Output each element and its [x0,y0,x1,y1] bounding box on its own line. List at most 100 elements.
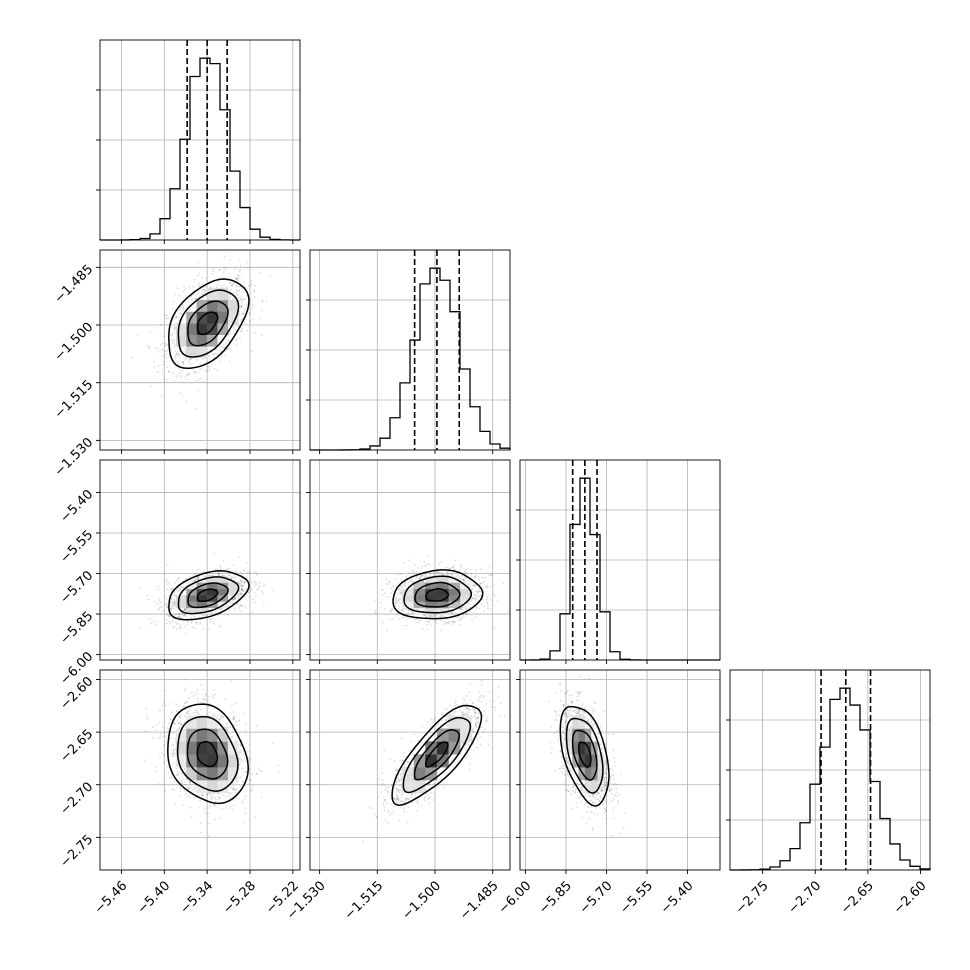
sample-point [204,289,207,292]
sample-point [191,619,193,622]
sample-point [385,596,388,598]
sample-point [397,779,400,782]
sample-point [227,567,230,569]
sample-point [597,791,600,794]
sample-point [246,303,249,306]
sample-point [397,581,400,583]
sample-point [244,580,246,583]
y-tick-label: −2.65 [58,727,97,766]
sample-point [170,588,173,590]
sample-point [482,694,485,697]
sample-point [224,806,227,809]
density-cell [425,607,438,615]
sample-point [217,572,220,575]
sample-point [432,572,435,575]
sample-point [428,621,431,623]
sample-point [168,581,171,584]
sample-point [576,806,579,808]
sample-point [424,573,427,575]
sample-point [214,800,217,803]
sample-point [184,350,187,353]
sample-point [588,817,590,819]
sample-point [236,274,239,277]
sample-point [409,579,412,581]
sample-point [211,574,214,577]
sample-point [232,298,235,300]
sample-point [199,621,202,624]
sample-point [435,622,437,625]
sample-point [409,796,411,799]
sample-point [451,566,454,569]
sample-point [184,609,187,611]
sample-point [385,583,388,585]
scatter-panel-1-0 [96,249,301,454]
sample-point [587,720,590,723]
sample-point [440,571,443,574]
sample-point [178,368,180,370]
sample-point [459,607,461,610]
sample-point [237,595,240,598]
sample-point [231,283,234,285]
sample-point [415,577,417,580]
sample-point [219,269,221,271]
sample-point [153,326,156,329]
sample-point [218,796,221,799]
sample-point [239,757,242,760]
sample-point [239,269,242,272]
sample-point [178,350,181,353]
sample-point [245,770,248,773]
sample-point [392,796,395,799]
sample-point [438,562,441,565]
sample-point [195,692,198,695]
sample-point [437,571,439,573]
sample-point [615,787,618,790]
sample-point [483,710,486,713]
sample-point [223,284,225,287]
sample-point [576,710,579,713]
density-cell [436,582,449,590]
sample-point [559,750,562,753]
sample-point [241,312,244,315]
sample-point [173,802,176,805]
sample-point [178,294,181,297]
sample-point [413,564,416,566]
sample-point [446,714,449,717]
panel-grid [100,670,300,870]
sample-point [186,710,189,712]
sample-point [444,708,447,711]
sample-point [226,614,229,616]
density-cell [186,323,197,335]
sample-point [561,756,563,759]
sample-point [194,408,197,410]
sample-point [396,797,399,800]
density-cell [196,728,208,742]
sample-point [175,613,178,615]
density-cell [597,754,605,768]
sample-point [179,627,182,629]
sample-point [448,568,450,570]
sample-point [397,599,400,602]
sample-point [401,759,403,762]
sample-point [178,576,180,579]
sample-point [184,687,187,690]
sample-point [262,585,265,588]
sample-point [166,579,168,582]
sample-point [166,379,169,381]
sample-point [194,785,197,788]
sample-point [208,619,211,622]
sample-point [203,289,206,291]
sample-point [444,718,447,721]
sample-point [233,597,236,600]
sample-point [147,598,150,601]
sample-point [184,770,187,773]
sample-point [392,806,395,808]
sample-point [401,609,404,612]
sample-point [186,712,189,715]
sample-point [400,586,403,588]
sample-point [451,621,454,623]
sample-point [236,290,239,292]
sample-point [239,749,242,752]
sample-point [398,600,400,603]
sample-point [434,619,437,622]
sample-point [600,789,603,791]
